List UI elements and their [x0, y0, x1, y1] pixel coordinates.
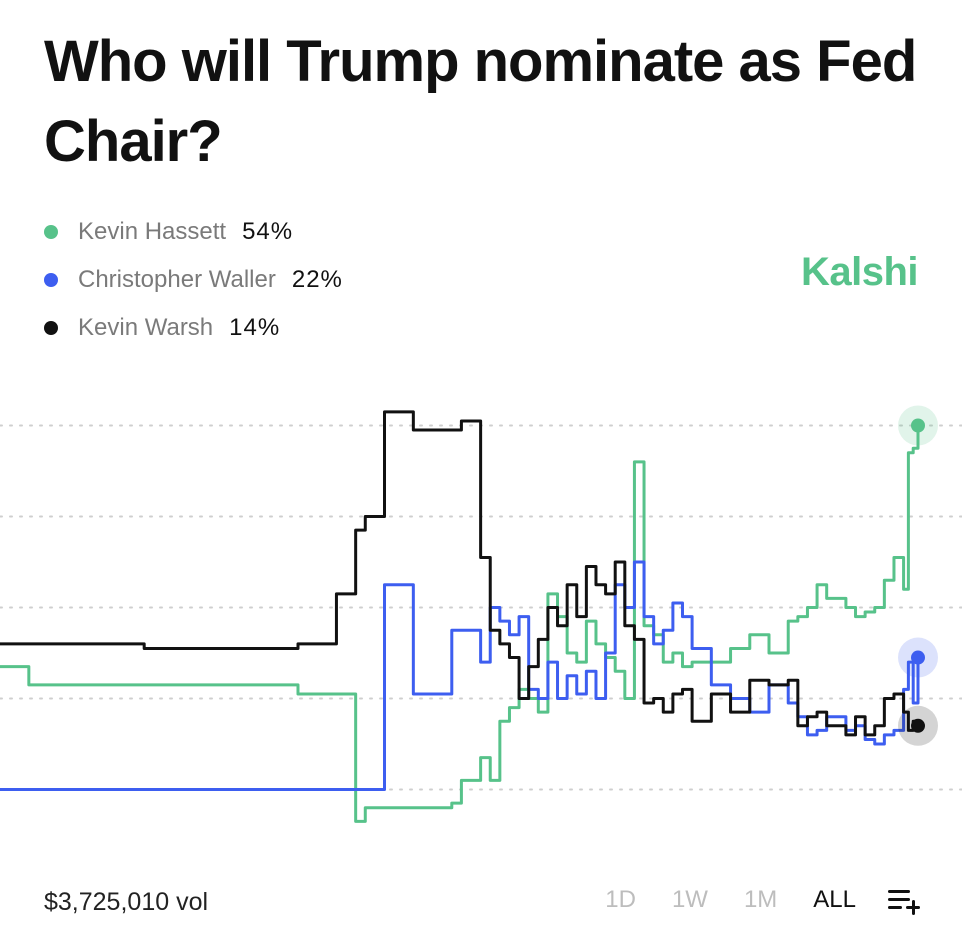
series-line-kevin-hassett	[0, 425, 920, 823]
chart-series	[0, 410, 920, 823]
legend-dot	[44, 321, 58, 335]
legend-item-hassett[interactable]: Kevin Hassett 54%	[44, 208, 343, 256]
legend-name: Kevin Warsh	[78, 314, 214, 341]
series-line-christopher-waller	[0, 560, 920, 791]
end-marker-dot	[911, 650, 925, 665]
range-1w-button[interactable]: 1W	[671, 886, 708, 913]
volume-label: $3,725,010 vol	[44, 888, 209, 916]
list-add-icon[interactable]	[888, 886, 922, 915]
legend-item-warsh[interactable]: Kevin Warsh 14%	[44, 304, 343, 352]
chart-legend: Kevin Hassett 54% Christopher Waller 22%…	[44, 208, 343, 352]
legend-value: 54%	[242, 218, 294, 245]
page-title: Who will Trump nominate as Fed Chair?	[44, 29, 917, 174]
end-marker-dot	[911, 718, 925, 733]
kalshi-logo: Kalshi	[800, 250, 919, 294]
end-marker-dot	[911, 418, 925, 433]
legend-name: Kevin Hassett	[78, 218, 227, 245]
legend-item-waller[interactable]: Christopher Waller 22%	[44, 256, 343, 304]
chart-footer: $3,725,010 vol 1D 1W 1M ALL	[0, 878, 962, 926]
range-all-button[interactable]: ALL	[813, 886, 856, 913]
legend-value: 22%	[291, 266, 343, 293]
chart-end-markers	[898, 405, 938, 746]
legend-value: 14%	[229, 314, 281, 341]
time-range-selector: 1D 1W 1M ALL	[569, 886, 922, 915]
series-line-kevin-warsh	[0, 410, 920, 737]
legend-name: Christopher Waller	[78, 266, 276, 293]
legend-dot	[44, 273, 58, 287]
legend-dot	[44, 225, 58, 239]
range-1d-button[interactable]: 1D	[605, 886, 636, 913]
range-1m-button[interactable]: 1M	[743, 886, 778, 913]
price-history-chart[interactable]	[0, 370, 962, 840]
